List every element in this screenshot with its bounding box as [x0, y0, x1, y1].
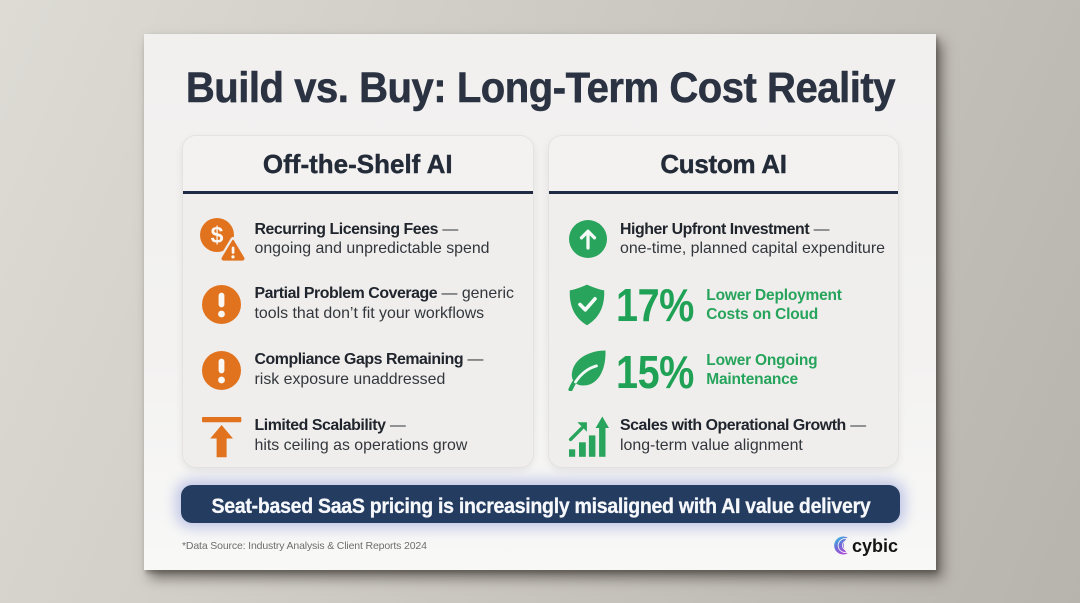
svg-text:$: $ — [211, 222, 224, 248]
